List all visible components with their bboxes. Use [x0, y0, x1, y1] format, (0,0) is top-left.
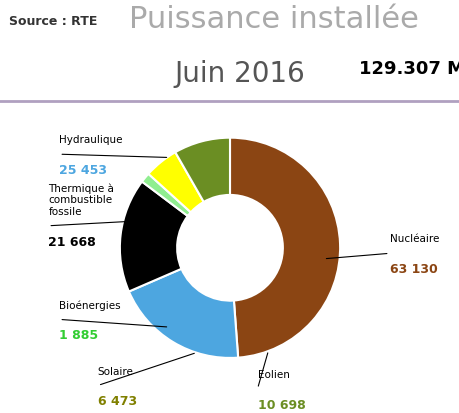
Wedge shape [230, 138, 339, 358]
Text: Eolien: Eolien [257, 370, 289, 380]
Text: Thermique à
combustible
fossile: Thermique à combustible fossile [48, 183, 114, 217]
Text: Puissance installée: Puissance installée [129, 5, 418, 34]
Text: 129.307 MW: 129.307 MW [358, 60, 459, 78]
Text: Solaire: Solaire [98, 367, 134, 377]
Text: 6 473: 6 473 [98, 395, 137, 408]
Text: 21 668: 21 668 [48, 236, 96, 249]
Text: Nucléaire: Nucléaire [389, 235, 438, 244]
Text: 63 130: 63 130 [389, 263, 437, 276]
Text: Bioénergies: Bioénergies [59, 300, 121, 311]
Text: 10 698: 10 698 [257, 399, 305, 412]
Text: Hydraulique: Hydraulique [59, 135, 123, 145]
Wedge shape [148, 152, 203, 212]
Text: 1 885: 1 885 [59, 329, 98, 342]
Wedge shape [175, 138, 230, 202]
Text: Source : RTE: Source : RTE [9, 15, 97, 28]
Wedge shape [120, 182, 187, 292]
Wedge shape [142, 174, 190, 216]
Text: Juin 2016: Juin 2016 [174, 60, 305, 88]
Text: 25 453: 25 453 [59, 164, 107, 177]
Wedge shape [129, 269, 238, 358]
